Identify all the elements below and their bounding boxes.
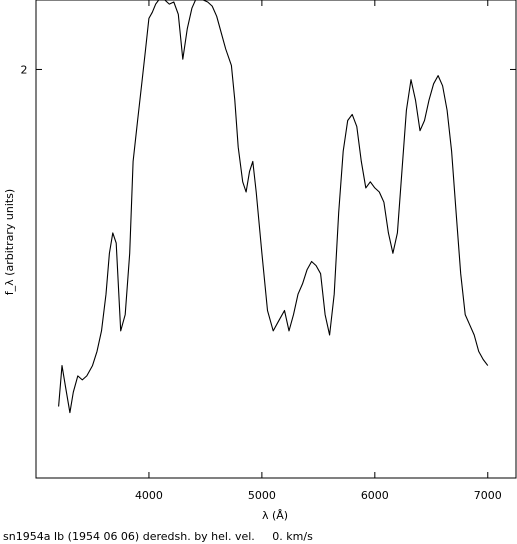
x-tick-label: 7000 xyxy=(474,489,502,502)
x-tick-label: 6000 xyxy=(361,489,389,502)
x-tick-label: 4000 xyxy=(135,489,163,502)
plot-frame xyxy=(35,0,517,479)
y-tick-label: 2 xyxy=(21,63,28,76)
y-axis-title: f_λ (arbitrary units) xyxy=(3,189,16,295)
x-axis-ticks: 4000 5000 6000 7000 xyxy=(135,0,502,502)
x-tick-label: 5000 xyxy=(248,489,276,502)
x-axis-title: λ (Å) xyxy=(262,509,288,522)
footer-caption: sn1954a Ib (1954 06 06) deredsh. by hel.… xyxy=(3,530,313,543)
y-axis-ticks: 2 xyxy=(21,63,516,76)
spectrum-line xyxy=(58,0,489,414)
